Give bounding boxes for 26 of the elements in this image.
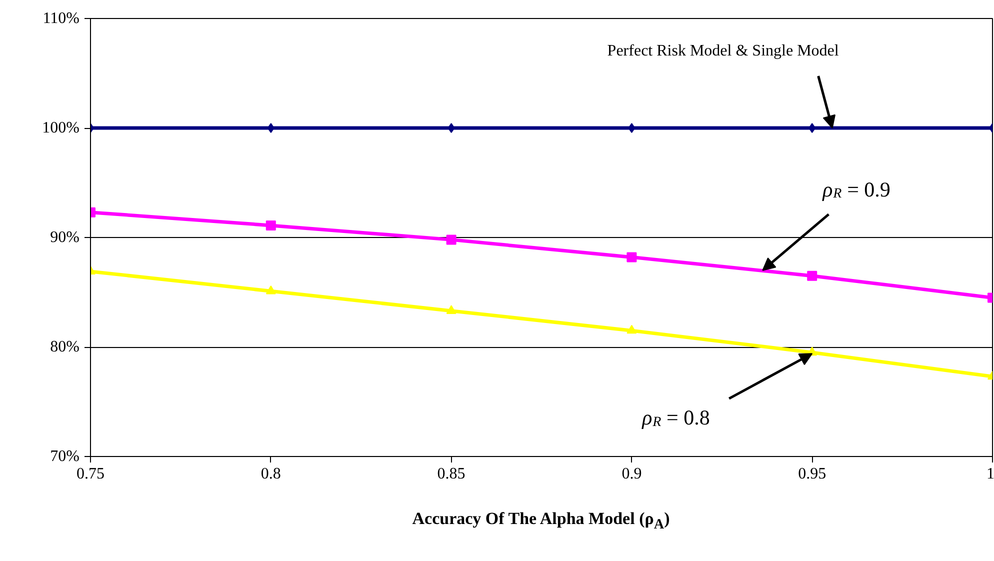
point [807, 270, 818, 281]
point [446, 234, 456, 245]
x-tick-label: 0.9 [622, 466, 642, 482]
point [626, 252, 637, 262]
point [626, 324, 637, 334]
x-tick-label: 0.85 [437, 466, 466, 482]
x-tick-label: 1 [986, 466, 994, 482]
x-tick-label: 0.75 [76, 466, 104, 482]
y-tick-label: 70% [50, 448, 80, 465]
annotation: Perfect Risk Model & Single Model [607, 42, 840, 60]
y-tick-label: 100% [42, 120, 80, 136]
point [628, 123, 636, 133]
point [446, 305, 456, 314]
y-tick-label: 80% [50, 338, 80, 356]
point [448, 123, 455, 133]
y-tick-label: 90% [50, 229, 80, 246]
point [266, 220, 276, 230]
annotation: ρR = 0.9 [822, 177, 890, 202]
y-tick-label: 110% [42, 10, 80, 27]
annotation: ρR = 0.8 [641, 406, 710, 430]
x-axis-title: Accuracy Of The Alpha Model (ρ$_{A}$) [412, 508, 670, 534]
point [266, 285, 276, 294]
point [267, 123, 274, 133]
point [808, 123, 816, 133]
x-tick-label: 0.95 [798, 466, 826, 482]
x-tick-label: 0.8 [260, 466, 281, 482]
